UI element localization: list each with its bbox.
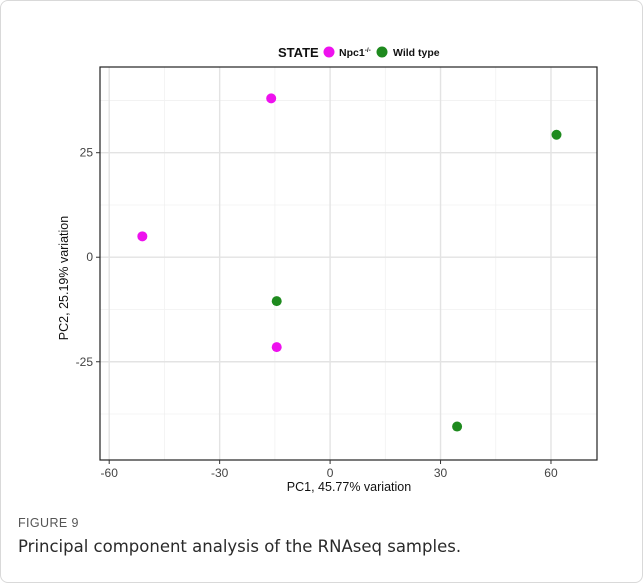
legend-label-npc1: Npc1-/-: [339, 47, 371, 59]
data-point: [271, 342, 282, 353]
legend-swatch-npc1: [323, 46, 335, 58]
plot-border: [99, 66, 598, 461]
x-axis-label: PC1, 45.77% variation: [287, 480, 411, 494]
x-tick-label: 0: [327, 466, 334, 480]
x-tick-label: 60: [544, 466, 558, 480]
data-point: [452, 421, 463, 432]
data-point: [551, 129, 562, 140]
axis-ticks: -60 -30 0 30 60 25 0 -25: [76, 146, 558, 480]
y-axis-label: PC2, 25.19% variation: [57, 216, 71, 340]
legend: STATE Npc1-/- Wild type: [278, 45, 440, 60]
y-tick-label: -25: [76, 355, 94, 369]
y-tick-label: 0: [86, 250, 93, 264]
x-tick-label: -30: [211, 466, 229, 480]
data-point: [271, 296, 282, 307]
grid: [100, 67, 597, 460]
legend-swatch-wild-type: [376, 46, 388, 58]
data-points: [137, 93, 562, 432]
figure-label: FIGURE 9: [18, 516, 79, 530]
x-tick-label: -60: [101, 466, 119, 480]
legend-title: STATE: [278, 45, 319, 60]
data-point: [137, 231, 148, 242]
pca-scatter-chart: -60 -30 0 30 60 25 0 -25 STATE Npc1-/- Wild typ…: [57, 45, 598, 494]
y-tick-label: 25: [80, 146, 94, 160]
legend-label-wild-type: Wild type: [393, 47, 440, 59]
x-tick-label: 30: [434, 466, 448, 480]
figure-caption: Principal component analysis of the RNAs…: [18, 537, 462, 556]
legend-label-npc1-superscript: -/-: [365, 47, 371, 54]
data-point: [266, 93, 277, 104]
